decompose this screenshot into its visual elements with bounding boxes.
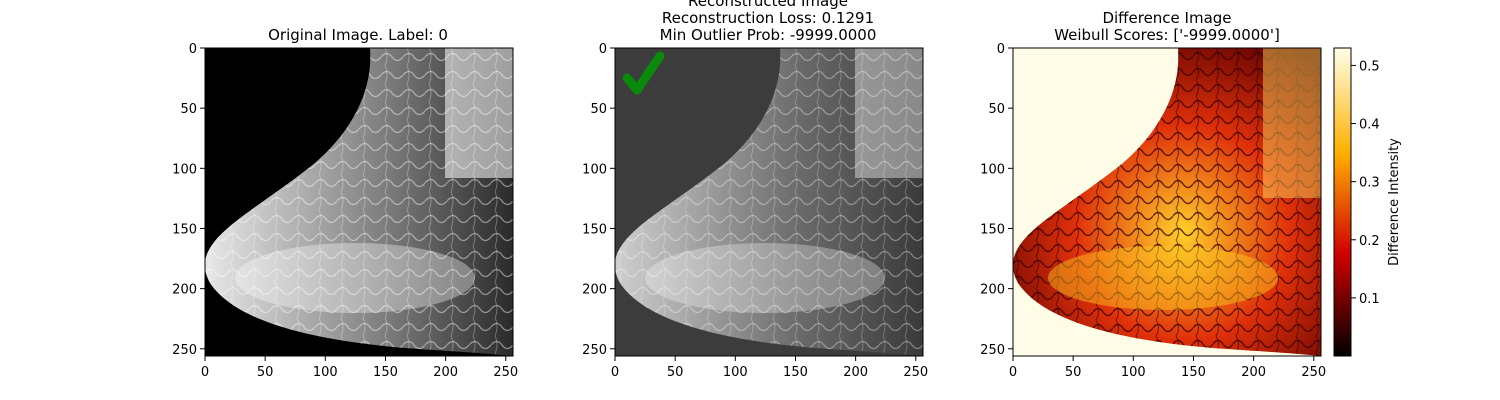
y-tick-label: 150 xyxy=(980,222,1005,237)
x-tick-label: 150 xyxy=(373,365,398,380)
x-tick-label: 250 xyxy=(1301,365,1326,380)
y-tick-label: 100 xyxy=(582,162,607,177)
y-tick-label: 100 xyxy=(172,162,197,177)
min-outlier-prob-title: Min Outlier Prob: -9999.0000 xyxy=(660,26,877,44)
x-tick-label: 250 xyxy=(903,365,928,380)
y-tick-label: 100 xyxy=(980,162,1005,177)
reconstruction-loss-title: Reconstruction Loss: 0.1291 xyxy=(662,9,874,27)
x-tick-label: 0 xyxy=(201,365,209,380)
colorbar-tick-label: 0.5 xyxy=(1359,59,1380,74)
x-tick-label: 200 xyxy=(1241,365,1266,380)
colorbar-label: Difference Intensity xyxy=(1387,138,1402,266)
colorbar-tick-label: 0.1 xyxy=(1359,292,1380,307)
reconstructed-image-title: Reconstructed Image xyxy=(688,0,848,10)
difference-image-panel: Difference Image Weibull Scores: ['-9999… xyxy=(980,9,1402,380)
y-tick-label: 250 xyxy=(582,343,607,358)
x-tick-label: 50 xyxy=(667,365,684,380)
x-tick-label: 50 xyxy=(257,365,274,380)
y-tick-label: 0 xyxy=(599,42,607,57)
colorbar: 0.1 0.2 0.3 0.4 0.5 Difference Intensity xyxy=(1333,47,1402,357)
checkmark-icon xyxy=(622,51,665,95)
y-tick-label: 150 xyxy=(582,222,607,237)
original-image-title: Original Image. Label: 0 xyxy=(268,26,448,44)
x-tick-label: 250 xyxy=(493,365,518,380)
x-tick-label: 150 xyxy=(1181,365,1206,380)
x-tick-label: 0 xyxy=(1009,365,1017,380)
y-tick-label: 0 xyxy=(997,42,1005,57)
x-tick-label: 200 xyxy=(433,365,458,380)
weibull-scores-title: Weibull Scores: ['-9999.0000'] xyxy=(1054,26,1280,44)
original-image-panel: Original Image. Label: 0 0 50 100 150 200 250… xyxy=(172,26,518,380)
y-tick-label: 50 xyxy=(180,102,197,117)
y-tick-label: 0 xyxy=(189,42,197,57)
reconstructed-image-panel: Reconstructed Image Reconstruction Loss:… xyxy=(582,0,928,380)
y-tick-label: 200 xyxy=(172,283,197,298)
y-tick-label: 250 xyxy=(172,343,197,358)
x-tick-label: 100 xyxy=(313,365,338,380)
colorbar-tick-label: 0.4 xyxy=(1359,118,1380,133)
y-tick-label: 200 xyxy=(980,283,1005,298)
x-tick-label: 0 xyxy=(611,365,619,380)
x-tick-label: 150 xyxy=(783,365,808,380)
colorbar-gradient xyxy=(1333,47,1352,357)
y-tick-label: 200 xyxy=(582,283,607,298)
x-tick-label: 100 xyxy=(723,365,748,380)
colorbar-tick-label: 0.2 xyxy=(1359,234,1380,249)
x-tick-label: 200 xyxy=(843,365,868,380)
colorbar-tick-label: 0.3 xyxy=(1359,176,1380,191)
y-tick-label: 250 xyxy=(980,343,1005,358)
y-tick-label: 50 xyxy=(988,102,1005,117)
difference-image-title: Difference Image xyxy=(1102,9,1231,27)
y-tick-label: 150 xyxy=(172,222,197,237)
x-tick-label: 100 xyxy=(1121,365,1146,380)
x-tick-label: 50 xyxy=(1065,365,1082,380)
y-tick-label: 50 xyxy=(590,102,607,117)
